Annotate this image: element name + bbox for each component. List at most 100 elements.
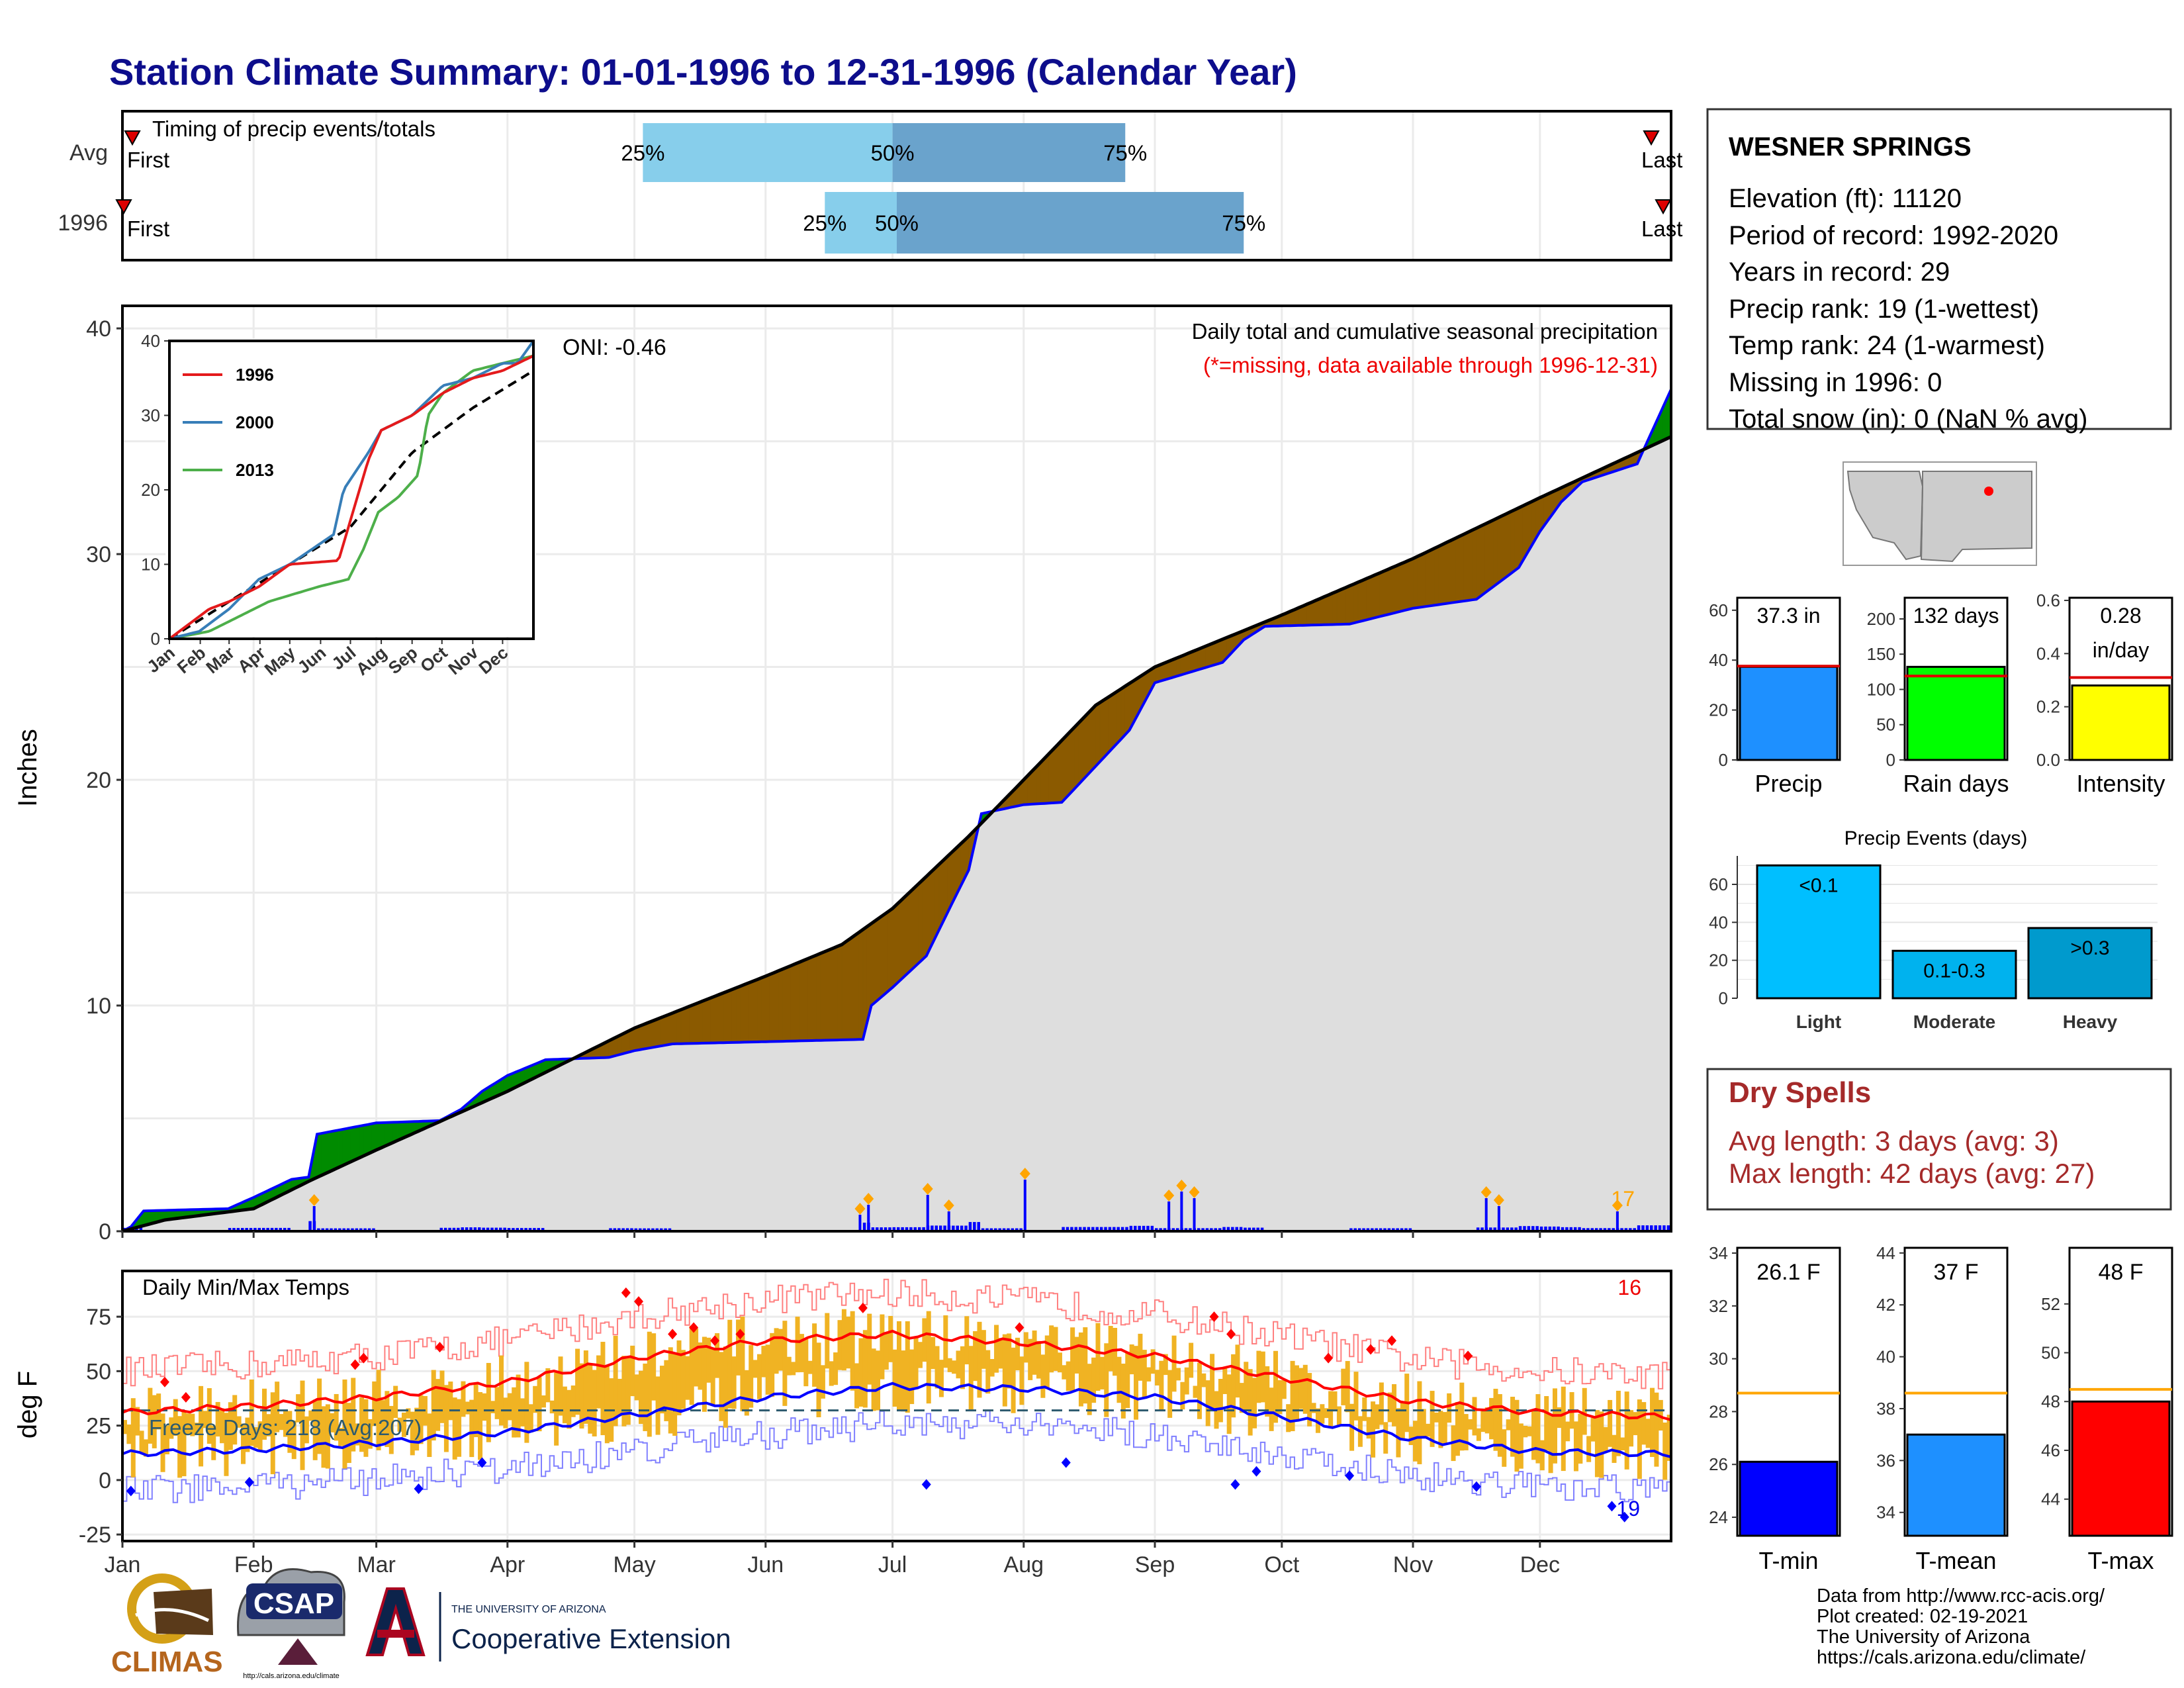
deficit-area <box>1430 548 1435 606</box>
deficit-area <box>816 953 821 1041</box>
daily-temp-bar <box>1150 1349 1156 1374</box>
daily-temp-bar <box>524 1362 529 1443</box>
record-low-marker <box>1345 1470 1355 1481</box>
daily-temp-bar <box>211 1425 216 1460</box>
daily-precip-bar <box>507 1228 511 1231</box>
climas-logo-text: CLIMAS <box>111 1646 223 1678</box>
deficit-area <box>1510 509 1515 575</box>
daily-precip-bar <box>1612 1228 1615 1231</box>
daily-temp-bar <box>1197 1362 1202 1419</box>
footer-line-data: Data from http://www.rcc-acis.org/ <box>1817 1585 2105 1607</box>
csap-logo-url: http://cals.arizona.edu/climate <box>243 1672 340 1680</box>
daily-temp-bar <box>1476 1428 1481 1441</box>
daily-temp-bar <box>334 1393 339 1441</box>
daily-temp-bar <box>710 1348 715 1405</box>
daily-precip-bar <box>1624 1228 1628 1231</box>
surplus-area <box>338 1129 343 1168</box>
daily-precip-bar <box>1146 1225 1150 1231</box>
inset-average-line <box>168 369 535 640</box>
daily-temp-bar <box>1235 1344 1240 1398</box>
daily-precip-bar <box>1569 1227 1573 1231</box>
daily-temp-bar <box>837 1320 842 1370</box>
daily-precip-bar <box>338 1228 341 1231</box>
daily-precip-bar <box>998 1228 1001 1231</box>
daily-temp-bar <box>1002 1334 1007 1407</box>
deficit-area <box>1417 554 1422 608</box>
daily-temp-bar <box>1387 1392 1392 1423</box>
daily-temp-bar <box>1142 1350 1147 1398</box>
daily-temp-bar <box>321 1406 326 1468</box>
inset-x-tick-label: May <box>261 642 299 679</box>
daily-temp-bar <box>296 1394 301 1423</box>
record-precip-marker <box>922 1183 933 1195</box>
daily-precip-bar <box>1108 1227 1112 1231</box>
timing-label-75: 75% <box>1222 211 1265 236</box>
daily-precip-bar <box>1066 1227 1069 1231</box>
daily-temp-bar <box>1362 1397 1367 1421</box>
daily-precip-bar <box>1633 1228 1636 1231</box>
daily-precip-bar <box>994 1228 997 1231</box>
daily-precip-bar <box>1544 1226 1547 1231</box>
precip-y-tick-label: 40 <box>86 316 111 342</box>
deficit-area <box>905 892 910 976</box>
daily-temp-bar <box>549 1400 555 1414</box>
mini-bar-tick-label: 50 <box>1876 715 1895 735</box>
daily-precip-bar <box>541 1228 545 1231</box>
daily-temp-bar <box>1612 1434 1617 1463</box>
deficit-area <box>1451 538 1456 604</box>
inset-legend-label: 1996 <box>236 365 274 385</box>
daily-precip-bar <box>1629 1228 1632 1231</box>
daily-temp-bar <box>698 1342 703 1390</box>
deficit-area <box>714 994 719 1043</box>
deficit-area <box>1315 598 1320 626</box>
record-high-marker <box>1015 1322 1024 1333</box>
record-low-marker <box>477 1457 487 1468</box>
deficit-area <box>896 900 901 984</box>
precip-y-tick-label: 0 <box>99 1219 111 1244</box>
daily-precip-bar <box>1561 1227 1565 1231</box>
daily-precip-bar <box>909 1227 913 1231</box>
cumulative-1996-line <box>122 389 1672 1233</box>
deficit-area <box>892 904 897 988</box>
daily-precip-bar <box>270 1227 274 1231</box>
daily-temp-bar <box>943 1315 948 1368</box>
daily-temp-bar <box>228 1402 233 1450</box>
surplus-area <box>359 1125 364 1158</box>
daily-precip-bar <box>1134 1225 1137 1231</box>
daily-precip-bar <box>938 1225 942 1231</box>
daily-temp-bar <box>685 1356 690 1400</box>
last-event-label: Last <box>1641 216 1682 241</box>
daily-precip-bar <box>625 1228 629 1231</box>
daily-temp-bar <box>461 1381 466 1417</box>
temp-x-tick-label: Jul <box>878 1552 907 1577</box>
precip-subtitle: Daily total and cumulative seasonal prec… <box>1192 319 1658 344</box>
daily-precip-bar <box>1608 1228 1611 1231</box>
deficit-area <box>1379 571 1384 617</box>
daily-temp-bar <box>1087 1364 1092 1415</box>
daily-precip-bar <box>261 1227 265 1231</box>
daily-precip-bar <box>1167 1201 1171 1231</box>
daily-precip-bar <box>1095 1227 1099 1231</box>
temp-bar-tick-label: 24 <box>1709 1507 1728 1527</box>
inset-chart: 010203040JanFebMarAprMayJunJulAugSepOctN… <box>141 331 536 679</box>
daily-temp-bar <box>1408 1427 1414 1446</box>
daily-temp-bar <box>850 1311 855 1391</box>
daily-precip-bar <box>1349 1228 1353 1231</box>
events-bar <box>2027 927 2153 1000</box>
record-high-marker <box>1366 1344 1376 1355</box>
surplus-area <box>385 1122 390 1147</box>
daily-temp-bar <box>1489 1397 1494 1440</box>
daily-temp-bar <box>1163 1354 1168 1376</box>
daily-temp-bar <box>431 1370 436 1441</box>
daily-precip-bar <box>1248 1227 1251 1231</box>
daily-temp-bar <box>1129 1344 1134 1375</box>
daily-temp-bar <box>901 1350 906 1412</box>
temp-bar-tick-label: 50 <box>2041 1343 2060 1363</box>
ua-big-text: Cooperative Extension <box>451 1623 731 1654</box>
mini-bar-value-label: 0.28 <box>2100 604 2141 628</box>
deficit-area <box>841 941 846 1041</box>
daily-temp-bar <box>1468 1419 1473 1430</box>
deficit-area <box>735 986 741 1043</box>
deficit-area <box>1104 696 1109 758</box>
daily-temp-bar <box>1315 1408 1320 1433</box>
